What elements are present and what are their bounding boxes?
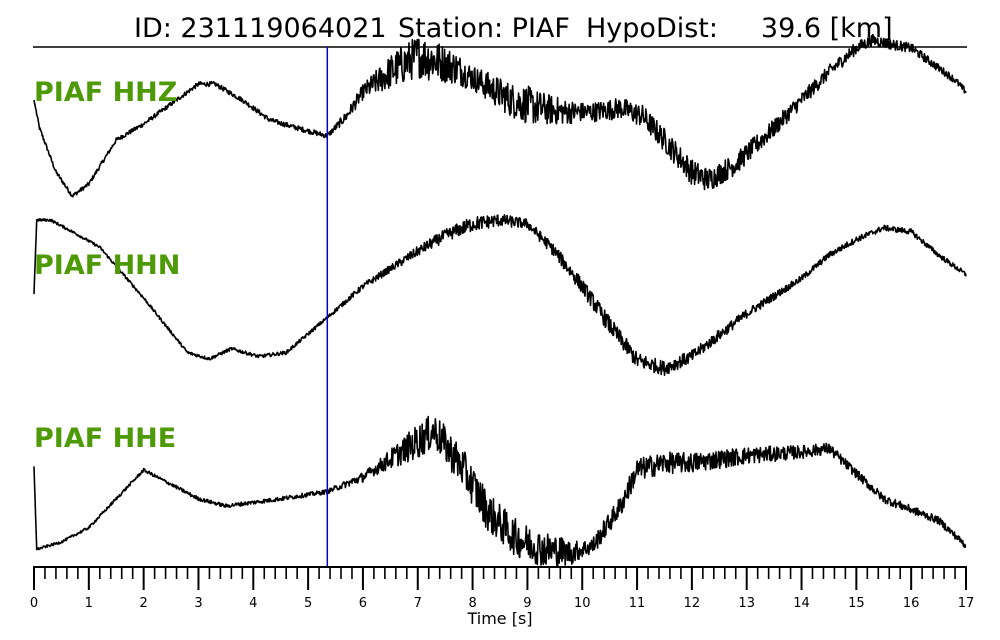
figure-title: ID: 231119064021 Station: PIAF HypoDist:…: [134, 13, 893, 44]
tick-label: 11: [629, 596, 646, 611]
waveform-piaf-hhe: [33, 415, 967, 569]
tick-label: 5: [304, 596, 312, 611]
time-axis-ticks: [33, 567, 967, 590]
tick-label: 3: [194, 596, 202, 611]
waveform-traces: [33, 33, 967, 569]
tick-label: 10: [574, 596, 591, 611]
tick-label: 17: [958, 596, 975, 611]
tick-label: 15: [848, 596, 865, 611]
tick-label: 8: [468, 596, 476, 611]
x-axis-label: Time [s]: [466, 609, 532, 628]
tick-label: 4: [249, 596, 257, 611]
channel-label-hhn: PIAF HHN: [34, 250, 180, 281]
tick-label: 16: [903, 596, 920, 611]
tick-label: 7: [414, 596, 422, 611]
tick-label: 13: [738, 596, 755, 611]
tick-label: 14: [793, 596, 810, 611]
waveform-piaf-hhn: [33, 214, 967, 377]
hypodist-text: HypoDist: 39.6 [km]: [586, 13, 893, 44]
station-text: Station: PIAF: [398, 13, 570, 44]
tick-label: 9: [523, 596, 531, 611]
channel-label-hhe: PIAF HHE: [34, 423, 176, 454]
event-id-text: ID: 231119064021: [134, 13, 387, 44]
time-axis-tick-labels: 0 1 2 3 4 5 6 7 8 9 10 11 12 13 14 15 16 17: [30, 596, 974, 611]
tick-label: 6: [359, 596, 367, 611]
tick-label: 0: [30, 596, 38, 611]
waveform-piaf-hhz: [33, 33, 967, 198]
time-axis: 0 1 2 3 4 5 6 7 8 9 10 11 12 13 14 15 16 17 Time [s]: [30, 566, 974, 628]
tick-label: 1: [85, 596, 93, 611]
tick-label: 12: [684, 596, 701, 611]
channel-label-hhz: PIAF HHZ: [34, 77, 177, 108]
tick-label: 2: [140, 596, 148, 611]
